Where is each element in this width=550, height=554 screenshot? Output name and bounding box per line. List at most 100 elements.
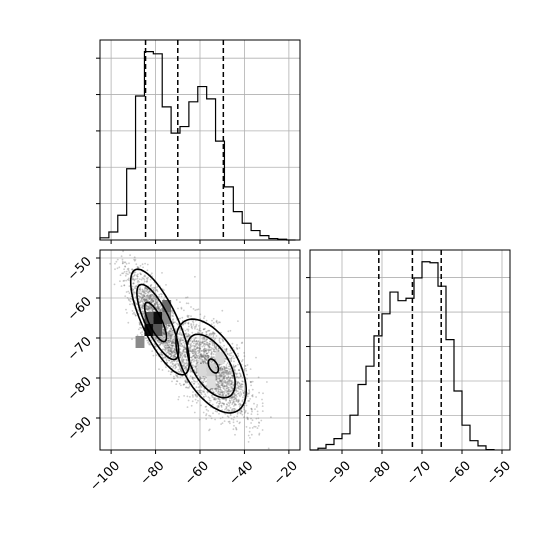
scatter-point — [219, 380, 222, 382]
scatter-point — [212, 396, 215, 399]
scatter-point — [237, 381, 239, 383]
scatter-point — [226, 382, 229, 385]
scatter-point — [146, 291, 149, 294]
scatter-point — [183, 346, 185, 349]
scatter-point — [216, 385, 219, 388]
scatter-point — [145, 307, 148, 309]
scatter-point — [179, 301, 181, 303]
scatter-point — [139, 292, 141, 295]
scatter-point — [240, 384, 242, 387]
scatter-point — [172, 350, 175, 352]
scatter-point — [163, 333, 166, 335]
scatter-point — [170, 370, 173, 373]
scatter-point — [198, 391, 201, 393]
scatter-point — [165, 284, 167, 286]
scatter-point — [192, 354, 195, 357]
scatter-point — [185, 361, 188, 364]
scatter-point — [167, 324, 170, 327]
scatter-point — [218, 364, 221, 366]
scatter-point — [218, 386, 220, 388]
scatter-point — [260, 419, 263, 422]
scatter-point — [169, 340, 172, 343]
scatter-point — [217, 380, 219, 383]
scatter-point — [201, 360, 204, 363]
scatter-point — [132, 313, 134, 315]
scatter-point — [151, 309, 154, 312]
scatter-point — [159, 304, 162, 306]
scatter-point — [157, 306, 160, 309]
scatter-point — [224, 381, 227, 383]
scatter-point — [208, 343, 211, 345]
scatter-point — [163, 345, 166, 348]
scatter-point — [219, 380, 221, 382]
scatter-point — [203, 378, 206, 380]
scatter-point — [198, 418, 201, 421]
scatter-point — [211, 341, 213, 343]
scatter-point — [169, 338, 171, 341]
scatter-point — [167, 325, 170, 327]
scatter-point — [167, 349, 170, 351]
scatter-point — [181, 375, 184, 378]
scatter-point — [167, 370, 170, 373]
scatter-point — [166, 362, 169, 364]
scatter-point — [210, 333, 213, 336]
scatter-point — [229, 377, 232, 380]
scatter-point — [182, 346, 185, 348]
scatter-point — [227, 420, 230, 423]
scatter-point — [215, 375, 218, 378]
scatter-point — [171, 363, 174, 365]
scatter-point — [207, 348, 210, 351]
scatter-point — [210, 387, 213, 390]
scatter-point — [140, 300, 143, 303]
scatter-point — [129, 297, 132, 300]
scatter-point — [170, 354, 173, 357]
scatter-point — [180, 343, 183, 345]
scatter-point — [213, 325, 216, 328]
scatter-point — [234, 397, 237, 400]
scatter-point — [214, 398, 216, 401]
scatter-point — [167, 349, 169, 352]
scatter-point — [230, 358, 233, 361]
scatter-point — [133, 292, 135, 294]
scatter-point — [246, 416, 249, 419]
scatter-point — [220, 374, 222, 377]
scatter-point — [168, 325, 171, 327]
scatter-point — [168, 339, 171, 342]
scatter-point — [204, 354, 207, 357]
scatter-point — [215, 378, 218, 381]
scatter-point — [255, 356, 257, 359]
scatter-point — [145, 298, 147, 301]
scatter-ytick-label: −60 — [65, 294, 95, 324]
scatter-point — [225, 403, 228, 406]
scatter-point — [142, 296, 144, 299]
scatter-point — [227, 392, 230, 395]
scatter-point — [125, 246, 127, 248]
scatter-point — [162, 342, 165, 344]
scatter-point — [146, 288, 149, 291]
scatter-point — [230, 381, 233, 384]
scatter-point — [227, 390, 230, 393]
scatter-point — [192, 349, 194, 352]
scatter-point — [228, 368, 231, 371]
scatter-point — [225, 370, 228, 373]
scatter-point — [220, 406, 223, 408]
scatter-point — [195, 359, 198, 362]
scatter-point — [198, 351, 201, 353]
scatter-point — [144, 296, 147, 298]
scatter-point — [180, 369, 183, 371]
scatter-point — [236, 387, 239, 389]
scatter-point — [223, 374, 226, 377]
scatter-point — [145, 299, 148, 301]
scatter-point — [219, 381, 222, 383]
scatter-point — [206, 341, 209, 344]
scatter-point — [214, 418, 217, 421]
scatter-point — [192, 350, 195, 353]
scatter-point — [186, 314, 189, 317]
scatter-point — [226, 381, 229, 384]
scatter-point — [171, 350, 174, 353]
scatter-point — [215, 378, 218, 381]
scatter-point — [218, 398, 221, 400]
scatter-point — [222, 377, 225, 380]
scatter-point — [191, 400, 194, 403]
scatter-point — [234, 369, 236, 372]
